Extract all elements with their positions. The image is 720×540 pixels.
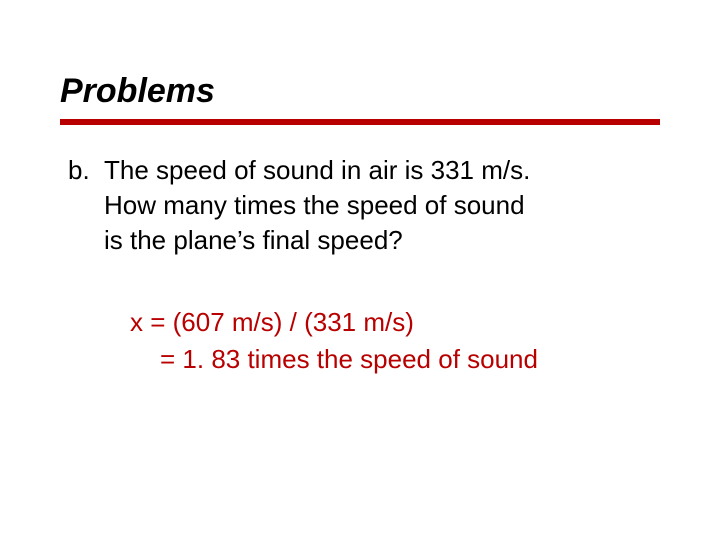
answer-line: = 1. 83 times the speed of sound bbox=[130, 341, 652, 377]
problem-question: b. The speed of sound in air is 331 m/s.… bbox=[68, 153, 652, 258]
answer-line: x = (607 m/s) / (331 m/s) bbox=[130, 304, 652, 340]
slide-body: b. The speed of sound in air is 331 m/s.… bbox=[60, 153, 660, 377]
problem-answer: x = (607 m/s) / (331 m/s) = 1. 83 times … bbox=[68, 304, 652, 377]
title-block: Problems bbox=[60, 72, 660, 125]
title-underline bbox=[60, 119, 660, 125]
slide: Problems b. The speed of sound in air is… bbox=[0, 0, 720, 540]
slide-title: Problems bbox=[60, 72, 660, 117]
question-line: The speed of sound in air is 331 m/s. bbox=[104, 153, 652, 188]
question-text: The speed of sound in air is 331 m/s. Ho… bbox=[104, 153, 652, 258]
question-label: b. bbox=[68, 153, 104, 258]
question-line: is the plane’s final speed? bbox=[104, 223, 652, 258]
question-line: How many times the speed of sound bbox=[104, 188, 652, 223]
